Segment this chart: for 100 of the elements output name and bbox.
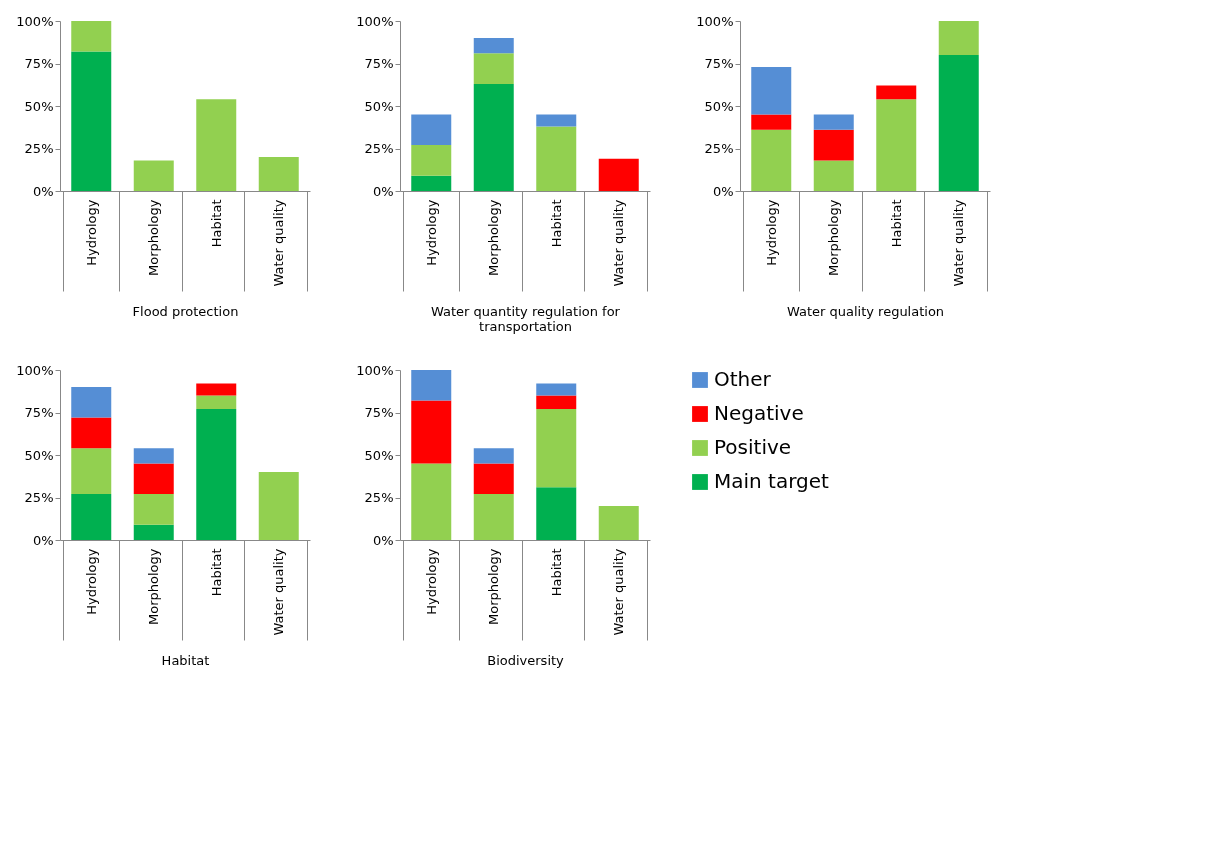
bar — [133, 463, 174, 495]
bar — [876, 85, 917, 100]
x-tick-label: Hydrology — [83, 548, 99, 615]
x-tick-label: Morphology — [826, 199, 842, 276]
bar — [473, 83, 514, 191]
y-tick-label: 0% — [712, 183, 734, 199]
bar — [473, 53, 514, 84]
bar — [536, 126, 577, 191]
bar — [71, 448, 112, 495]
bar — [71, 387, 112, 418]
x-axis-title: Flood protection — [132, 304, 239, 319]
bar — [813, 129, 854, 161]
y-tick-label: 75% — [364, 405, 394, 420]
bar — [411, 463, 452, 540]
legend-label: Positive — [714, 435, 792, 459]
bar — [813, 114, 854, 130]
bar — [71, 494, 112, 540]
legend-label: Main target — [714, 469, 830, 493]
bar — [196, 409, 237, 540]
x-axis-title: Biodiversity — [487, 653, 565, 668]
bar — [133, 494, 174, 525]
x-axis-title: Water quantity regulation for transportation — [431, 304, 621, 334]
bar — [133, 160, 174, 191]
y-tick-label: 50% — [364, 447, 394, 463]
y-tick-label: 25% — [704, 141, 734, 156]
y-tick-label: 100% — [356, 362, 394, 378]
bar — [411, 400, 452, 464]
legend-label: Negative — [714, 401, 804, 425]
bar — [71, 417, 112, 449]
x-tick-label: Habitat — [888, 199, 904, 248]
y-tick-label: 50% — [24, 447, 54, 463]
bar — [938, 55, 979, 191]
x-tick-label: Hydrology — [763, 199, 779, 266]
bar — [536, 409, 577, 488]
bar — [751, 114, 792, 130]
y-tick-label: 75% — [24, 405, 54, 420]
bar — [751, 66, 792, 115]
y-tick-label: 25% — [364, 141, 394, 156]
bar — [411, 175, 452, 191]
bar — [751, 129, 792, 191]
x-tick-label: Water quality — [271, 548, 287, 636]
bar — [536, 395, 577, 410]
y-tick-label: 0% — [32, 532, 54, 548]
y-tick-label: 25% — [24, 490, 54, 505]
x-tick-label: Water quality — [951, 199, 967, 287]
y-tick-label: 100% — [16, 13, 54, 29]
bar — [258, 472, 299, 540]
y-tick-label: 0% — [32, 183, 54, 199]
bar — [598, 506, 639, 540]
x-axis-title: Habitat — [161, 653, 210, 668]
bar — [813, 160, 854, 191]
bar — [411, 114, 452, 146]
y-tick-label: 50% — [704, 98, 734, 114]
bar — [536, 383, 577, 396]
y-tick-label: 100% — [356, 13, 394, 29]
bar — [876, 99, 917, 191]
x-tick-label: Habitat — [208, 199, 224, 248]
bar — [473, 494, 514, 540]
bar — [133, 448, 174, 464]
bar — [71, 21, 112, 52]
bar — [536, 487, 577, 540]
y-tick-label: 100% — [16, 362, 54, 378]
bar — [411, 370, 452, 401]
x-tick-label: Water quality — [271, 199, 287, 287]
y-tick-label: 25% — [24, 141, 54, 156]
bar — [536, 114, 577, 127]
y-tick-label: 75% — [704, 56, 734, 71]
y-tick-label: 75% — [24, 56, 54, 71]
y-tick-label: 50% — [24, 98, 54, 114]
x-tick-label: Water quality — [611, 548, 627, 636]
x-tick-label: Morphology — [486, 548, 502, 625]
bar — [411, 145, 452, 176]
y-tick-label: 100% — [696, 13, 734, 29]
x-tick-label: Habitat — [208, 548, 224, 597]
bar — [133, 524, 174, 540]
x-tick-label: Water quality — [611, 199, 627, 287]
x-tick-label: Morphology — [146, 548, 162, 625]
bar — [71, 51, 112, 191]
y-tick-label: 0% — [372, 183, 394, 199]
y-tick-label: 50% — [364, 98, 394, 114]
x-tick-label: Hydrology — [423, 548, 439, 615]
bar — [473, 38, 514, 54]
bar — [196, 395, 237, 410]
x-tick-label: Habitat — [548, 548, 564, 597]
y-tick-label: 75% — [364, 56, 394, 71]
bar — [473, 448, 514, 464]
x-axis-title: Water quality regulation — [786, 304, 945, 319]
x-tick-label: Morphology — [486, 199, 502, 276]
bar — [473, 463, 514, 495]
y-tick-label: 25% — [364, 490, 394, 505]
bar — [196, 99, 237, 191]
bar — [938, 21, 979, 55]
y-tick-label: 0% — [372, 532, 394, 548]
bar — [598, 158, 639, 191]
legend-label: Other — [714, 367, 772, 391]
x-tick-label: Morphology — [146, 199, 162, 276]
x-tick-label: Habitat — [548, 199, 564, 248]
bar — [196, 383, 237, 396]
x-tick-label: Hydrology — [83, 199, 99, 266]
x-tick-label: Hydrology — [423, 199, 439, 266]
